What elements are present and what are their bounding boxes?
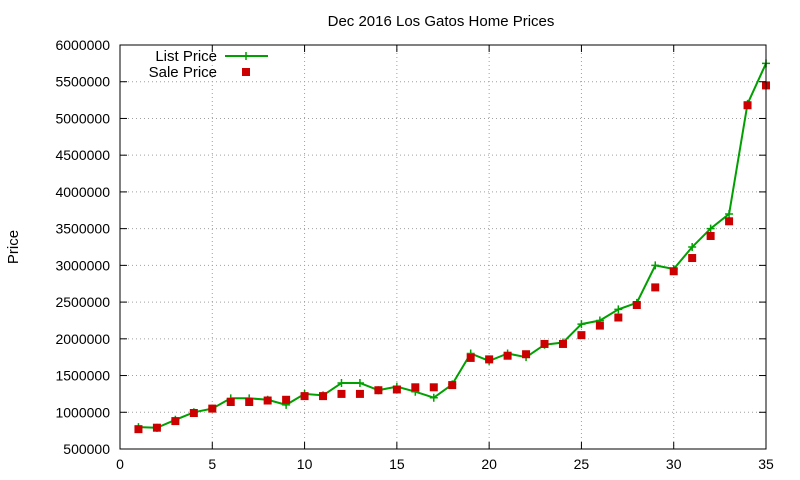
sale-price-point bbox=[374, 386, 383, 395]
list-price-point bbox=[577, 320, 586, 329]
list-price-point bbox=[725, 209, 734, 218]
sale-price-point bbox=[706, 231, 715, 240]
axis-ticks bbox=[119, 44, 767, 450]
sale-price-point bbox=[632, 301, 641, 310]
y-axis-label: Price bbox=[5, 230, 22, 264]
legend-marker-sale-price bbox=[242, 68, 250, 76]
y-tick-label: 2000000 bbox=[55, 331, 110, 347]
y-tick-label: 4500000 bbox=[55, 147, 110, 163]
legend-label-list-price: List Price bbox=[155, 48, 217, 65]
sale-price-point bbox=[300, 392, 309, 401]
x-tick-label: 0 bbox=[116, 456, 124, 472]
x-tick-label: 10 bbox=[297, 456, 313, 472]
x-tick-label: 25 bbox=[574, 456, 590, 472]
sale-price-point bbox=[245, 397, 254, 406]
sale-price-point bbox=[226, 397, 235, 406]
sale-price-point bbox=[282, 395, 291, 404]
list-price-point bbox=[614, 305, 623, 314]
plot-border bbox=[119, 44, 767, 450]
sale-price-point bbox=[263, 396, 272, 405]
x-tick-labels: 0 5 10 15 20 25 30 35 bbox=[116, 456, 774, 472]
x-tick-label: 15 bbox=[389, 456, 405, 472]
y-tick-label: 1000000 bbox=[55, 404, 110, 420]
sale-price-point bbox=[134, 425, 143, 434]
sale-price-point bbox=[485, 355, 494, 364]
y-tick-label: 4000000 bbox=[55, 184, 110, 200]
y-tick-label: 1500000 bbox=[55, 368, 110, 384]
sale-price-point bbox=[411, 383, 420, 392]
list-price-point bbox=[337, 379, 346, 388]
sale-price-point bbox=[319, 392, 328, 401]
sale-price-point bbox=[337, 389, 346, 398]
legend-marker-list-price bbox=[242, 52, 250, 60]
sale-price-point bbox=[466, 353, 475, 362]
y-tick-label: 5500000 bbox=[55, 74, 110, 90]
legend-label-sale-price: Sale Price bbox=[149, 64, 217, 81]
chart-title: Dec 2016 Los Gatos Home Prices bbox=[328, 13, 555, 30]
sale-price-point bbox=[743, 101, 752, 110]
y-tick-label: 6000000 bbox=[55, 37, 110, 53]
sale-price-point bbox=[189, 409, 198, 418]
sale-price-point bbox=[355, 389, 364, 398]
y-tick-label: 3000000 bbox=[55, 257, 110, 273]
x-tick-label: 35 bbox=[758, 456, 774, 472]
sale-price-point bbox=[558, 339, 567, 348]
series-layer bbox=[134, 59, 770, 434]
x-tick-label: 30 bbox=[666, 456, 682, 472]
sale-price-point bbox=[171, 417, 180, 426]
sale-price-point bbox=[595, 321, 604, 330]
sale-price-point bbox=[522, 350, 531, 359]
sale-price-point bbox=[669, 267, 678, 276]
list-price-point bbox=[706, 224, 715, 233]
list-price-point bbox=[429, 393, 438, 402]
sale-price-point bbox=[614, 313, 623, 322]
sale-price-point bbox=[651, 283, 660, 292]
sale-price-point bbox=[503, 351, 512, 360]
sale-price-point bbox=[429, 383, 438, 392]
sale-price-point bbox=[208, 404, 217, 413]
y-tick-labels: 500000 1000000 1500000 2000000 2500000 300000… bbox=[55, 37, 110, 457]
y-tick-label: 2500000 bbox=[55, 294, 110, 310]
x-tick-label: 5 bbox=[208, 456, 216, 472]
list-price-point bbox=[688, 243, 697, 251]
sale-price-point bbox=[152, 423, 161, 432]
grid-lines bbox=[120, 45, 766, 449]
x-tick-label: 20 bbox=[481, 456, 497, 472]
list-price-point bbox=[355, 379, 364, 388]
y-tick-label: 3500000 bbox=[55, 221, 110, 237]
y-tick-label: 5000000 bbox=[55, 110, 110, 126]
sale-price-point bbox=[448, 381, 457, 390]
list-price-point bbox=[651, 261, 660, 270]
sale-price-point bbox=[577, 331, 586, 340]
sale-price-point bbox=[392, 385, 401, 394]
sale-price-point bbox=[725, 217, 734, 226]
y-tick-label: 500000 bbox=[63, 441, 110, 457]
legend: List Price Sale Price bbox=[149, 48, 268, 81]
sale-price-point bbox=[688, 254, 697, 263]
sale-price-point bbox=[540, 339, 549, 348]
